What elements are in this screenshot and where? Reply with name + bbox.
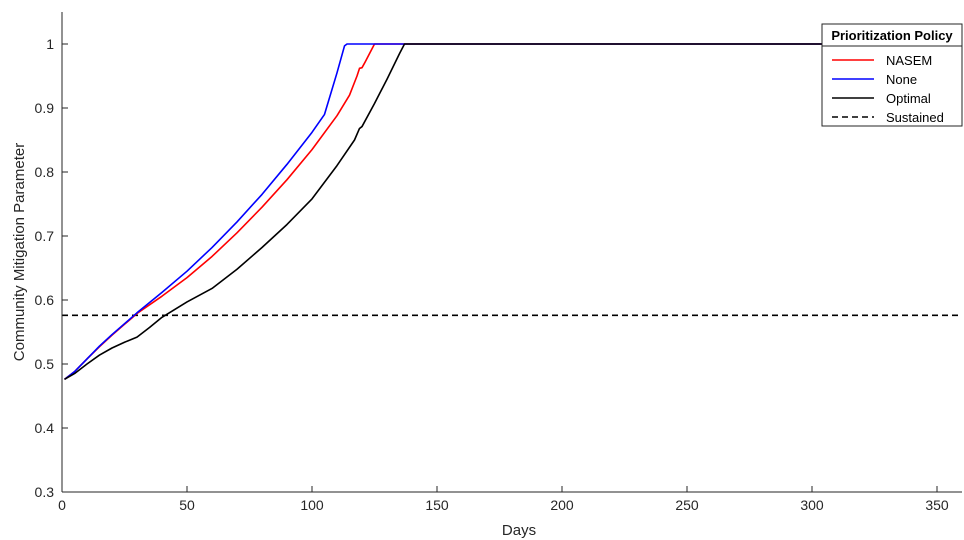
x-tick-label: 200 bbox=[550, 497, 574, 513]
x-tick-label: 250 bbox=[675, 497, 699, 513]
y-axis-label: Community Mitigation Parameter bbox=[11, 143, 28, 361]
legend: Prioritization Policy NASEM None Optimal Su… bbox=[821, 23, 963, 127]
y-tick-label: 0.3 bbox=[35, 484, 55, 500]
series-line-optimal bbox=[64, 43, 957, 381]
legend-label-none: None bbox=[886, 72, 917, 87]
y-tick-label: 0.5 bbox=[35, 356, 55, 372]
series-layer bbox=[62, 43, 962, 381]
x-axis-label: Days bbox=[502, 522, 536, 539]
x-ticks: 0 50 100 150 200 250 300 350 bbox=[58, 486, 949, 513]
x-tick-label: 350 bbox=[925, 497, 949, 513]
legend-items: NASEM None Optimal Sustained bbox=[832, 53, 944, 125]
y-tick-label: 0.4 bbox=[35, 420, 55, 436]
x-tick-label: 150 bbox=[425, 497, 449, 513]
y-tick-label: 0.7 bbox=[35, 228, 55, 244]
legend-box bbox=[821, 23, 963, 127]
x-tick-label: 300 bbox=[800, 497, 824, 513]
legend-title: Prioritization Policy bbox=[831, 28, 953, 43]
x-tick-label: 100 bbox=[300, 497, 324, 513]
y-tick-label: 0.9 bbox=[35, 100, 55, 116]
legend-label-optimal: Optimal bbox=[886, 91, 931, 106]
legend-label-sustained: Sustained bbox=[886, 110, 944, 125]
legend-label-nasem: NASEM bbox=[886, 53, 932, 68]
x-tick-label: 50 bbox=[179, 497, 195, 513]
y-ticks: 0.3 0.4 0.5 0.6 0.7 0.8 0.9 1 bbox=[35, 36, 68, 500]
y-tick-label: 0.6 bbox=[35, 292, 55, 308]
y-tick-label: 1 bbox=[46, 36, 54, 52]
y-tick-label: 0.8 bbox=[35, 164, 55, 180]
plot-area bbox=[62, 12, 962, 492]
x-tick-label: 0 bbox=[58, 497, 66, 513]
